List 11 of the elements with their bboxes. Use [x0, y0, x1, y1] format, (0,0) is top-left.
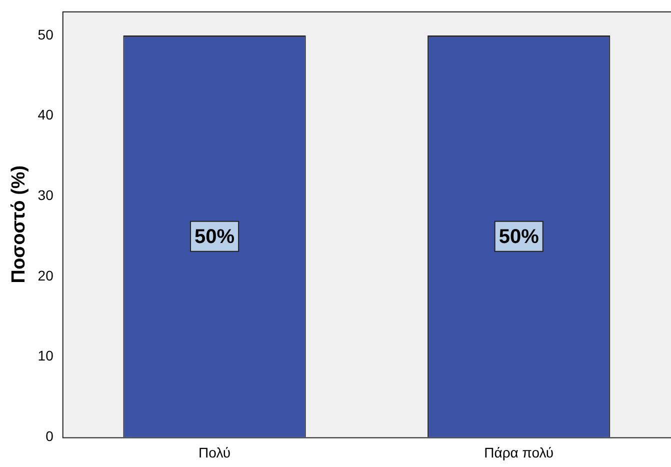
y-axis-title: Ποσοστό (%) [8, 165, 30, 284]
y-tick-label: 40 [38, 106, 54, 123]
y-tick-label: 10 [38, 348, 54, 364]
x-tick-label: Πάρα πολύ [484, 444, 554, 460]
y-tick-label: 0 [46, 428, 54, 444]
y-tick-label: 20 [38, 267, 54, 284]
x-tick-label: Πολύ [198, 444, 231, 460]
y-tick-label: 30 [38, 187, 54, 204]
data-label: 50% [498, 226, 540, 248]
y-tick-label: 50 [38, 26, 54, 42]
data-label: 50% [194, 226, 235, 248]
